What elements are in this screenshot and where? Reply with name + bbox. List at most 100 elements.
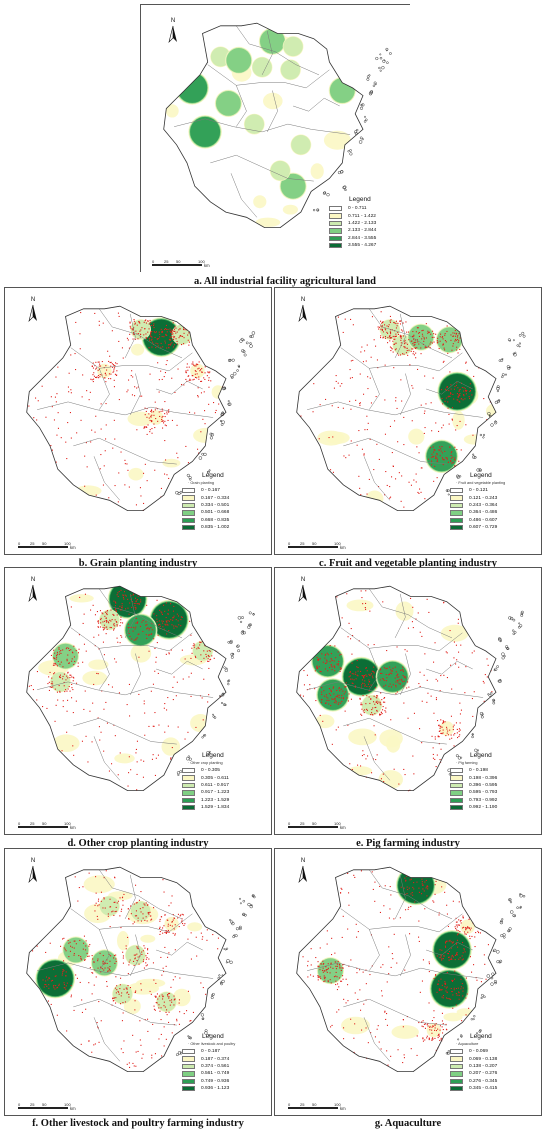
facility-point	[343, 1038, 345, 1040]
facility-point	[424, 1039, 426, 1041]
facility-point	[131, 370, 133, 372]
facility-point	[365, 590, 367, 592]
facility-point	[335, 375, 337, 377]
facility-point	[398, 354, 400, 356]
facility-point	[440, 748, 442, 750]
facility-point	[350, 638, 352, 640]
facility-point	[69, 677, 71, 679]
facility-point	[465, 929, 467, 931]
facility-point	[452, 335, 454, 337]
density-patch	[173, 988, 191, 1007]
facility-point	[121, 607, 123, 609]
facility-point	[423, 890, 425, 892]
facility-point	[161, 416, 163, 418]
facility-point	[154, 647, 156, 649]
facility-point	[110, 609, 112, 611]
facility-point	[83, 935, 85, 937]
facility-point	[349, 763, 351, 765]
facility-point	[405, 342, 407, 344]
island	[513, 631, 517, 634]
island	[514, 351, 517, 354]
density-surface	[311, 599, 469, 789]
facility-point	[112, 364, 114, 366]
island	[520, 610, 524, 614]
facility-point	[58, 685, 60, 687]
island	[365, 118, 368, 122]
island	[481, 993, 484, 997]
scale-bar-graphic	[288, 1107, 338, 1110]
island	[188, 757, 192, 761]
district-boundary	[307, 401, 484, 418]
facility-point	[431, 342, 433, 344]
island	[455, 754, 459, 758]
facility-point	[331, 698, 333, 700]
facility-point	[411, 340, 413, 342]
facility-point	[133, 960, 135, 962]
facility-point	[174, 976, 176, 978]
facility-point	[173, 627, 175, 629]
island	[201, 1017, 205, 1021]
facility-point	[129, 1066, 131, 1068]
facility-point	[127, 785, 129, 787]
facility-point	[380, 325, 382, 327]
facility-point	[138, 963, 140, 965]
facility-point	[462, 942, 464, 944]
facility-point	[168, 409, 170, 411]
facility-point	[58, 648, 60, 650]
facility-point	[324, 970, 326, 972]
facility-point	[129, 602, 131, 604]
facility-point	[389, 315, 391, 317]
facility-point	[201, 371, 203, 373]
facility-point	[468, 1007, 470, 1009]
facility-point	[357, 675, 359, 677]
facility-point	[189, 378, 191, 380]
facility-point	[72, 689, 74, 691]
facility-point	[114, 911, 116, 913]
facility-point	[37, 400, 39, 402]
facility-point	[73, 947, 75, 949]
facility-point	[455, 917, 457, 919]
facility-point	[94, 365, 96, 367]
facility-point	[97, 361, 99, 363]
facility-point	[56, 665, 58, 667]
legend-row: 0.486 - 0.607	[450, 517, 505, 524]
facility-point	[451, 955, 453, 957]
district-boundary	[156, 941, 203, 956]
facility-point	[456, 728, 458, 730]
facility-point	[450, 452, 452, 454]
facility-point	[213, 657, 215, 659]
facility-point	[437, 736, 439, 738]
facility-point	[159, 609, 161, 611]
facility-point	[141, 1057, 143, 1059]
facility-point	[400, 336, 402, 338]
facility-point	[56, 656, 58, 658]
facility-point	[364, 429, 366, 431]
island	[240, 620, 243, 623]
facility-point	[106, 369, 108, 371]
island	[177, 1051, 182, 1055]
map-legend: Legend 0 - 0.711 0.711 - 1.422 1.422 - 2.13…	[329, 196, 376, 249]
facility-point	[329, 645, 331, 647]
facility-point	[404, 774, 406, 776]
facility-point	[360, 702, 362, 704]
district-boundary	[394, 874, 406, 920]
facility-point	[413, 335, 415, 337]
facility-point	[135, 639, 137, 641]
island	[231, 358, 235, 362]
facility-point	[349, 675, 351, 677]
facility-point	[445, 651, 447, 653]
facility-point	[28, 685, 30, 687]
facility-point	[395, 686, 397, 688]
facility-point	[343, 693, 345, 695]
facility-point	[134, 991, 136, 993]
facility-point	[330, 966, 332, 968]
facility-point	[167, 994, 169, 996]
facility-point	[174, 391, 176, 393]
facility-point	[127, 598, 129, 600]
facility-point	[454, 954, 456, 956]
facility-point	[73, 954, 75, 956]
facility-point	[459, 713, 461, 715]
facility-point	[98, 1041, 100, 1043]
legend-swatch	[182, 797, 195, 803]
facility-point	[374, 703, 376, 705]
